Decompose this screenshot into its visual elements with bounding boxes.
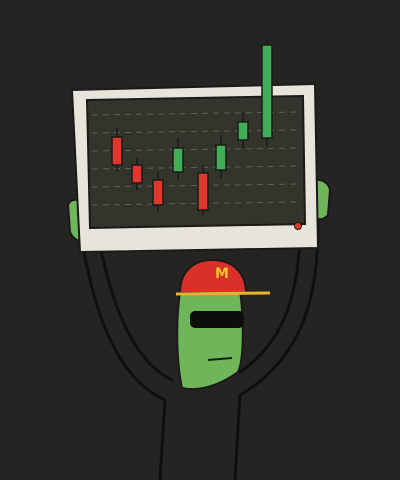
sunglasses (190, 311, 244, 328)
cap-brim (175, 291, 271, 296)
mouth (207, 357, 233, 361)
cap-logo: M (215, 266, 229, 282)
screen-grid (91, 111, 301, 206)
cap (178, 258, 248, 294)
candlesticks (111, 38, 273, 215)
monitor-screen (85, 94, 307, 230)
power-led (294, 222, 302, 230)
head (176, 288, 244, 391)
